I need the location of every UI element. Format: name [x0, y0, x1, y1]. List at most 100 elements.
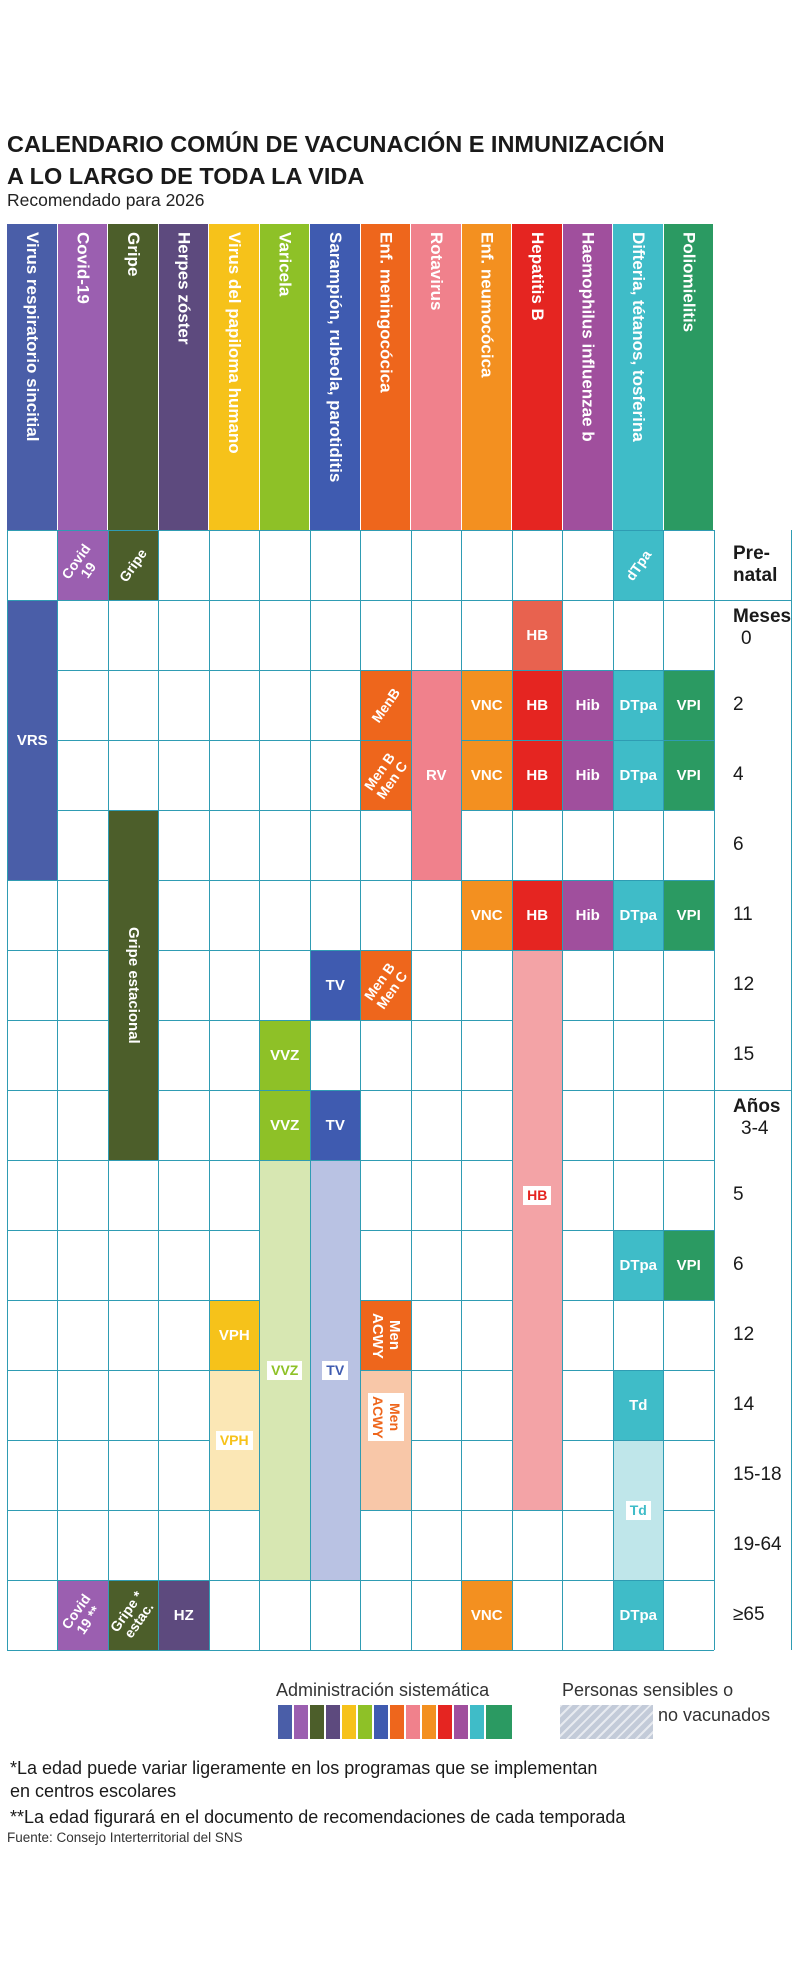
age-value: 6	[733, 834, 744, 855]
column-header-label: Rotavirus	[426, 232, 446, 311]
vaccine-label: Covid 19	[58, 540, 100, 582]
vaccine-cell: Hib	[563, 671, 613, 740]
vaccine-label: Hib	[575, 767, 600, 784]
column-header: Virus respiratorio sincitial	[7, 224, 57, 530]
vaccine-label: VNC	[470, 697, 503, 714]
vaccine-label: HB	[523, 1186, 552, 1205]
vaccine-label: RV	[425, 767, 447, 784]
column-header-label: Hepatitis B	[527, 232, 547, 321]
vaccine-label: HB	[526, 627, 549, 644]
age-label: Años 3-4	[727, 1090, 791, 1160]
legend-swatch	[310, 1705, 324, 1739]
vaccine-cell: TV	[310, 951, 360, 1020]
vaccine-label: HZ	[173, 1607, 194, 1624]
legend-swatch	[326, 1705, 340, 1739]
vaccine-cell: HZ	[159, 1581, 209, 1650]
vaccine-label: Gripe * estac.	[106, 1587, 157, 1641]
age-label: Meses 0	[727, 600, 791, 670]
age-value: 6	[733, 1254, 744, 1275]
vaccine-badge: Td	[614, 1499, 664, 1521]
vaccine-badge-label: TV	[322, 1360, 349, 1380]
vaccine-label: Gripe	[115, 545, 150, 585]
vaccine-cell: DTpa	[613, 1581, 663, 1650]
grid-line-horizontal	[7, 1370, 714, 1371]
legend-swatch	[470, 1705, 484, 1739]
grid-line-horizontal	[7, 880, 714, 881]
vaccine-label: VNC	[470, 907, 503, 924]
vaccine-badge: TV	[311, 1359, 361, 1381]
vaccine-cell: VNC	[462, 671, 512, 740]
vaccine-label: VPI	[676, 907, 701, 924]
vaccine-cell: Hib	[563, 741, 613, 810]
vaccine-badge-label: VVZ	[267, 1360, 303, 1380]
grid-line-horizontal	[7, 670, 714, 671]
column-header-label: Covid-19	[73, 232, 93, 304]
vaccine-cell: Men B Men C	[361, 741, 411, 810]
vaccine-cell: Covid 19	[58, 531, 108, 600]
vaccine-label: VRS	[16, 732, 48, 749]
vaccine-badge-label: Men ACWY	[367, 1392, 404, 1442]
legend-swatch	[438, 1705, 452, 1739]
age-label: 19-64	[727, 1510, 797, 1580]
vaccine-label: Men B Men C	[360, 959, 411, 1012]
page-title: CALENDARIO COMÚN DE VACUNACIÓN E INMUNIZ…	[7, 128, 767, 192]
grid-line-horizontal	[7, 950, 714, 951]
vaccine-cell: VNC	[462, 741, 512, 810]
age-label: ≥65	[727, 1580, 797, 1650]
vaccine-label: Td	[629, 1397, 648, 1414]
age-value: 5	[733, 1184, 744, 1205]
column-header: Gripe	[108, 224, 158, 530]
title-line-2: A LO LARGO DE TODA LA VIDA	[7, 163, 365, 189]
legend-systematic-label: Administración sistemática	[276, 1680, 490, 1700]
vaccine-label: HB	[526, 907, 549, 924]
source-credit: Fuente: Consejo Interterritorial del SNS	[7, 1830, 243, 1845]
vaccine-label: DTpa	[619, 1607, 658, 1624]
vaccine-label: DTpa	[619, 767, 658, 784]
vaccine-badge: VPH	[210, 1429, 260, 1451]
grid-line-horizontal	[7, 1510, 714, 1511]
vaccine-cell: Men B Men C	[361, 951, 411, 1020]
age-label: 6	[727, 1230, 797, 1300]
vaccine-cell: dTpa	[613, 531, 663, 600]
age-value: 12	[733, 1324, 755, 1345]
vaccine-cell: VVZ	[260, 1091, 310, 1160]
legend-hatch-swatch	[560, 1705, 653, 1739]
vaccine-cell: HB	[512, 881, 562, 950]
age-value: 15-18	[733, 1464, 782, 1485]
vaccine-badge: Men ACWY	[361, 1382, 411, 1452]
column-header-label: Varicela	[275, 232, 295, 297]
vaccine-label: VPI	[676, 697, 701, 714]
column-header-label: Sarampión, rubeola, parotiditis	[325, 232, 345, 483]
column-header: Hepatitis B	[512, 224, 562, 530]
vaccine-badge-label: Td	[625, 1500, 651, 1520]
vaccine-cell: Covid 19 **	[58, 1581, 108, 1650]
age-label: 12	[727, 1300, 797, 1370]
vaccine-cell: VVZ	[260, 1021, 310, 1090]
vaccine-cell: Td	[613, 1371, 663, 1440]
column-header-label: Enf. neumocócica	[477, 232, 497, 378]
vaccine-label: VPI	[676, 1257, 701, 1274]
legend-color-swatches	[278, 1705, 514, 1739]
vaccine-cell: HB	[512, 1161, 562, 1230]
vaccine-cell: TV	[310, 1091, 360, 1160]
vaccine-label: DTpa	[619, 1257, 658, 1274]
vaccine-cell: VPI	[664, 1231, 714, 1300]
vaccine-label: VVZ	[270, 1047, 300, 1064]
legend-swatch	[294, 1705, 308, 1739]
vaccine-label: HB	[526, 697, 549, 714]
vaccine-label: VNC	[470, 767, 503, 784]
grid-line-horizontal	[7, 1160, 714, 1161]
grid-line-horizontal	[7, 1650, 714, 1651]
legend-sensitive-label-1: Personas sensibles o	[562, 1680, 734, 1700]
age-value: 19-64	[733, 1534, 782, 1555]
age-label: 15	[727, 1020, 797, 1090]
age-label: 14	[727, 1370, 797, 1440]
age-value: ≥65	[733, 1604, 765, 1625]
legend-swatch	[486, 1705, 512, 1739]
column-header-label: Haemophilus influenzae b	[578, 232, 598, 442]
vaccine-cell: VPI	[664, 881, 714, 950]
legend-swatch	[374, 1705, 388, 1739]
vaccine-cell: Hib	[563, 881, 613, 950]
grid-line-horizontal	[7, 1230, 714, 1231]
vaccine-cell: VNC	[462, 881, 512, 950]
